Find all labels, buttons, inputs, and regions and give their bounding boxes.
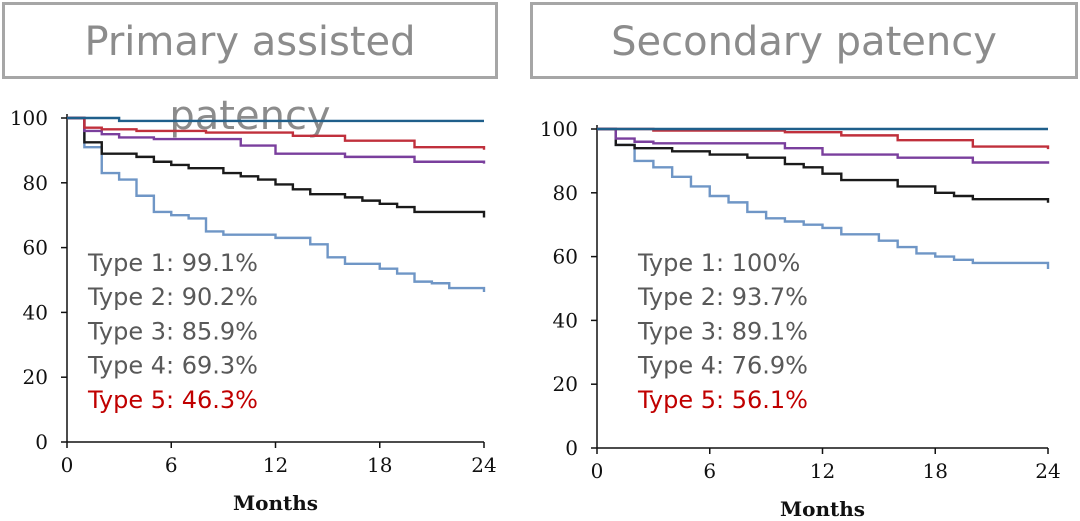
y-tick-label: 60 — [553, 245, 578, 269]
y-tick-label: 100 — [10, 106, 48, 130]
y-tick-label: 60 — [23, 236, 48, 260]
x-tick-label: 24 — [1035, 459, 1060, 483]
y-tick-label: 40 — [23, 300, 48, 324]
annotation-label: Type 5: 46.3% — [87, 386, 258, 414]
y-tick-label: 80 — [553, 181, 578, 205]
series-line-type-2 — [597, 127, 1050, 150]
x-tick-label: 12 — [263, 453, 288, 477]
chart-primary: 0 20 40 60 80 100 0 6 12 18 24 Months Type 1: 99.1% T… — [10, 106, 497, 515]
annotation-label: Type 3: 85.9% — [87, 317, 258, 345]
x-tick-label: 12 — [810, 459, 835, 483]
x-tick-label: 18 — [367, 453, 392, 477]
y-tick-label: 80 — [23, 171, 48, 195]
y-tick-label: 40 — [553, 308, 578, 332]
series-line-type-5 — [597, 127, 1050, 270]
y-tick-label: 20 — [23, 365, 48, 389]
series-line-type-4 — [67, 116, 486, 218]
y-tick-label: 20 — [553, 372, 578, 396]
annotation-label: Type 1: 99.1% — [87, 249, 258, 277]
y-tick-label: 100 — [540, 117, 578, 141]
annotation-label: Type 3: 89.1% — [637, 317, 808, 345]
x-tick-label: 0 — [591, 459, 604, 483]
x-tick-label: 6 — [165, 453, 178, 477]
x-tick-label: 24 — [471, 453, 496, 477]
left-chart-title: Primary assisted patency — [2, 2, 498, 139]
series-line-type-2 — [67, 116, 486, 150]
annotation-label: Type 5: 56.1% — [637, 386, 808, 414]
chart-secondary: 0 20 40 60 80 100 0 6 12 18 24 Months Type 1: 100% Ty… — [540, 117, 1061, 521]
annotation-label: Type 1: 100% — [637, 249, 800, 277]
series-line-type-5 — [67, 116, 486, 292]
series-line-type-4 — [597, 127, 1050, 203]
x-tick-label: 6 — [703, 459, 716, 483]
annotation-label: Type 2: 90.2% — [87, 283, 258, 311]
series-line-type-3 — [67, 116, 486, 164]
x-axis-label: Months — [233, 491, 318, 515]
series-line-type-3 — [597, 127, 1050, 164]
x-tick-label: 18 — [923, 459, 948, 483]
y-tick-label: 0 — [565, 436, 578, 460]
right-chart-title: Secondary patency — [530, 2, 1078, 79]
x-axis-label: Months — [780, 497, 865, 521]
annotation-label: Type 4: 69.3% — [87, 352, 258, 380]
series-line-type-1 — [67, 116, 484, 123]
x-tick-label: 0 — [61, 453, 74, 477]
annotation-label: Type 2: 93.7% — [637, 283, 808, 311]
y-tick-label: 0 — [35, 430, 48, 454]
annotation-label: Type 4: 76.9% — [637, 352, 808, 380]
